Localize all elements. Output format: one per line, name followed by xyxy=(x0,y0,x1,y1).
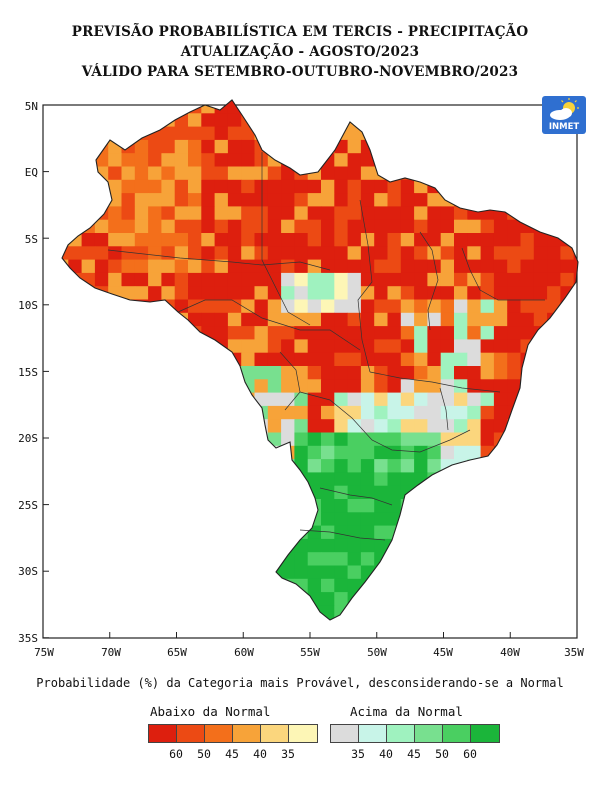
lat-label: 15S xyxy=(18,366,38,379)
legend-color-box xyxy=(471,725,499,742)
lat-label: 5S xyxy=(25,233,38,246)
state-borders xyxy=(107,152,545,541)
lon-label: 75W xyxy=(34,646,54,659)
lat-label: 5N xyxy=(25,100,38,113)
lat-label: 10S xyxy=(18,299,38,312)
legend-above-colorbar xyxy=(330,724,500,743)
legend-color-box xyxy=(443,725,471,742)
legend-tick: 40 xyxy=(379,747,393,761)
logo-text: INMET xyxy=(548,122,580,132)
legend-color-box xyxy=(177,725,205,742)
legend-tick: 35 xyxy=(281,747,295,761)
lon-label: 35W xyxy=(564,646,584,659)
legend-color-box xyxy=(331,725,359,742)
legend-caption: Probabilidade (%) da Categoria mais Prov… xyxy=(36,676,564,690)
lat-label: 25S xyxy=(18,499,38,512)
border-go-ba xyxy=(369,371,501,393)
lat-label: 35S xyxy=(18,632,38,645)
legend-above-title: Acima da Normal xyxy=(350,704,463,719)
lon-label: 70W xyxy=(101,646,121,659)
legend-below-title: Abaixo da Normal xyxy=(150,704,271,719)
title-line-1: PREVISÃO PROBABILÍSTICA EM TERCIS - PREC… xyxy=(71,24,529,40)
legend-color-box xyxy=(233,725,261,742)
lon-label: 65W xyxy=(167,646,187,659)
legend-color-box xyxy=(387,725,415,742)
legend-color-box xyxy=(149,725,177,742)
legend-tick: 60 xyxy=(463,747,477,761)
axis-ticks xyxy=(42,104,578,639)
border-sc-rs xyxy=(299,529,386,541)
map-title: PREVISÃO PROBABILÍSTICA EM TERCIS - PREC… xyxy=(0,22,600,82)
lon-label: 50W xyxy=(367,646,387,659)
border-ro-mt xyxy=(177,299,361,351)
legend-color-box xyxy=(205,725,233,742)
lat-label: EQ xyxy=(25,166,38,179)
lon-label: 55W xyxy=(300,646,320,659)
legend-below-colorbar xyxy=(148,724,318,743)
border-pa-to xyxy=(357,199,373,373)
latitude-labels: 5N EQ 5S 10S 15S 20S 25S 30S 35S xyxy=(18,100,38,645)
lat-label: 20S xyxy=(18,432,38,445)
legend-tick: 45 xyxy=(407,747,421,761)
legend-tick: 40 xyxy=(253,747,267,761)
lon-label: 60W xyxy=(234,646,254,659)
sun-cloud-icon xyxy=(550,98,579,120)
title-line-3: VÁLIDO PARA SETEMBRO-OUTUBRO-NOVEMBRO/20… xyxy=(81,64,519,80)
border-mg-es xyxy=(439,387,449,431)
border-ms-sp-mg xyxy=(299,391,471,453)
legend-color-box xyxy=(289,725,317,742)
lat-label: 30S xyxy=(18,565,38,578)
border-am-pa-vertical xyxy=(261,152,311,326)
border-ma-pi xyxy=(419,231,439,331)
legend-tick: 50 xyxy=(197,747,211,761)
legend-color-box xyxy=(415,725,443,742)
inmet-logo: INMET xyxy=(542,96,586,134)
lon-label: 45W xyxy=(433,646,453,659)
legend-tick: 45 xyxy=(225,747,239,761)
legend-tick: 35 xyxy=(351,747,365,761)
border-ce-pe xyxy=(461,247,545,301)
longitude-labels: 75W 70W 65W 60W 55W 50W 45W 40W 35W xyxy=(34,646,584,659)
title-line-2: ATUALIZAÇÃO - AGOSTO/2023 xyxy=(180,44,420,60)
legend-tick: 50 xyxy=(435,747,449,761)
legend-color-box xyxy=(359,725,387,742)
border-mt-ms xyxy=(279,351,301,411)
border-am-pa xyxy=(107,249,331,271)
lon-label: 40W xyxy=(500,646,520,659)
legend-color-box xyxy=(261,725,289,742)
border-pr-sc xyxy=(319,487,393,506)
legend-tick: 60 xyxy=(169,747,183,761)
